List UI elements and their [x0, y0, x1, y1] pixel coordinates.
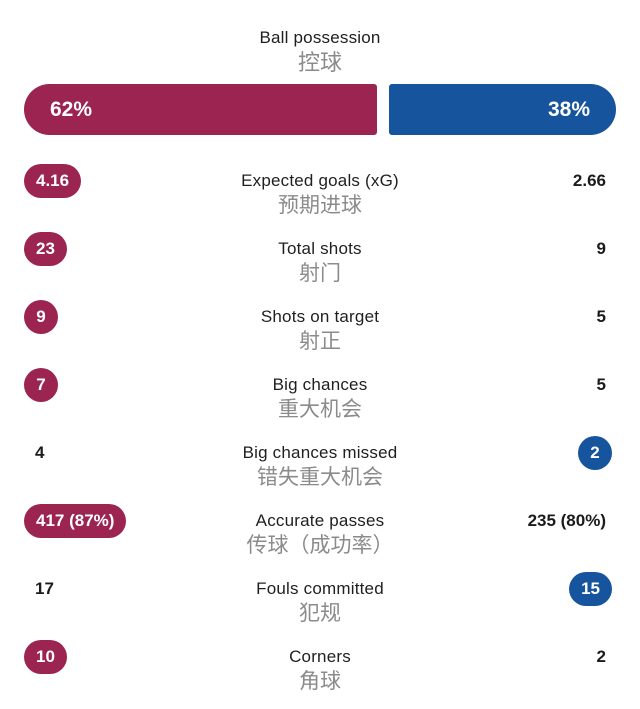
away-value-text: 2.66	[572, 171, 606, 190]
home-value-pill: 9	[24, 300, 58, 334]
stat-label: Shots on target 射正	[0, 286, 640, 354]
away-value-text: 5	[596, 307, 606, 326]
away-value: 9	[597, 239, 612, 259]
stat-label-en: Fouls committed	[256, 579, 384, 598]
home-value: 4.16	[24, 164, 82, 198]
stat-label-en: Expected goals (xG)	[241, 171, 399, 190]
away-value: 235 (80%)	[528, 511, 612, 531]
stats-list: 4.16 Expected goals (xG) 预期进球 2.66 23 To…	[0, 150, 640, 694]
stat-row-expected-goals: 4.16 Expected goals (xG) 预期进球 2.66	[0, 150, 640, 218]
stat-label-zh: 射正	[299, 330, 341, 353]
home-value-pill: 23	[24, 232, 67, 266]
stat-label: Corners 角球	[0, 626, 640, 694]
stat-label-zh: 犯规	[299, 602, 341, 625]
stat-label-en: Accurate passes	[255, 511, 385, 530]
away-value-pill: 15	[569, 572, 612, 606]
away-value-text: 235 (80%)	[527, 511, 606, 530]
stat-label-zh: 传球（成功率）	[246, 534, 394, 557]
home-value-pill: 417 (87%)	[24, 504, 127, 538]
home-value: 417 (87%)	[24, 504, 127, 538]
home-value-text: 4	[35, 443, 45, 462]
away-value: 2.66	[573, 171, 612, 191]
stat-row-big-chances-missed: 4 Big chances missed 错失重大机会 2	[0, 422, 640, 490]
stat-label: Total shots 射门	[0, 218, 640, 286]
stat-label-en: Shots on target	[260, 307, 380, 326]
home-value-pill: 4.16	[24, 164, 82, 198]
possession-title: Ball possession	[259, 28, 381, 47]
possession-bar: 62% 38%	[24, 84, 616, 135]
home-value: 17	[24, 579, 54, 599]
stat-row-shots-on-target: 9 Shots on target 射正 5	[0, 286, 640, 354]
stat-label: Big chances missed 错失重大机会	[0, 422, 640, 490]
stat-row-big-chances: 7 Big chances 重大机会 5	[0, 354, 640, 422]
stat-label-zh: 错失重大机会	[257, 466, 383, 489]
stat-label: Expected goals (xG) 预期进球	[0, 150, 640, 218]
stat-label-zh: 预期进球	[278, 194, 362, 217]
home-value-pill: 7	[24, 368, 58, 402]
possession-home-segment: 62%	[24, 84, 378, 135]
away-value: 2	[578, 436, 612, 470]
away-value-pill: 2	[578, 436, 612, 470]
away-value-text: 9	[596, 239, 606, 258]
stat-label: Accurate passes 传球（成功率）	[0, 490, 640, 558]
home-value-text: 17	[35, 579, 54, 598]
away-value: 2	[597, 647, 612, 667]
possession-header: Ball possession 控球	[0, 0, 640, 76]
stat-row-accurate-passes: 417 (87%) Accurate passes 传球（成功率） 235 (8…	[0, 490, 640, 558]
away-value-text: 2	[596, 647, 606, 666]
home-value: 10	[24, 640, 67, 674]
away-value: 5	[597, 375, 612, 395]
stat-label-zh: 角球	[299, 670, 341, 693]
possession-away-segment: 38%	[389, 84, 616, 135]
stat-label-en: Big chances	[272, 375, 368, 394]
stat-label: Big chances 重大机会	[0, 354, 640, 422]
stat-label-en: Big chances missed	[242, 443, 398, 462]
home-value: 7	[24, 368, 58, 402]
home-value: 9	[24, 300, 58, 334]
stat-row-fouls-committed: 17 Fouls committed 犯规 15	[0, 558, 640, 626]
stat-label-zh: 射门	[299, 262, 341, 285]
away-value: 15	[569, 572, 612, 606]
away-value-text: 5	[596, 375, 606, 394]
away-value: 5	[597, 307, 612, 327]
stat-row-corners: 10 Corners 角球 2	[0, 626, 640, 694]
home-value-pill: 10	[24, 640, 67, 674]
home-value: 4	[24, 443, 44, 463]
home-value: 23	[24, 232, 67, 266]
stat-label-en: Total shots	[278, 239, 362, 258]
stat-label-en: Corners	[289, 647, 351, 666]
stat-row-total-shots: 23 Total shots 射门 9	[0, 218, 640, 286]
stat-label: Fouls committed 犯规	[0, 558, 640, 626]
possession-title-zh: 控球	[297, 50, 342, 75]
stat-label-zh: 重大机会	[278, 398, 362, 421]
